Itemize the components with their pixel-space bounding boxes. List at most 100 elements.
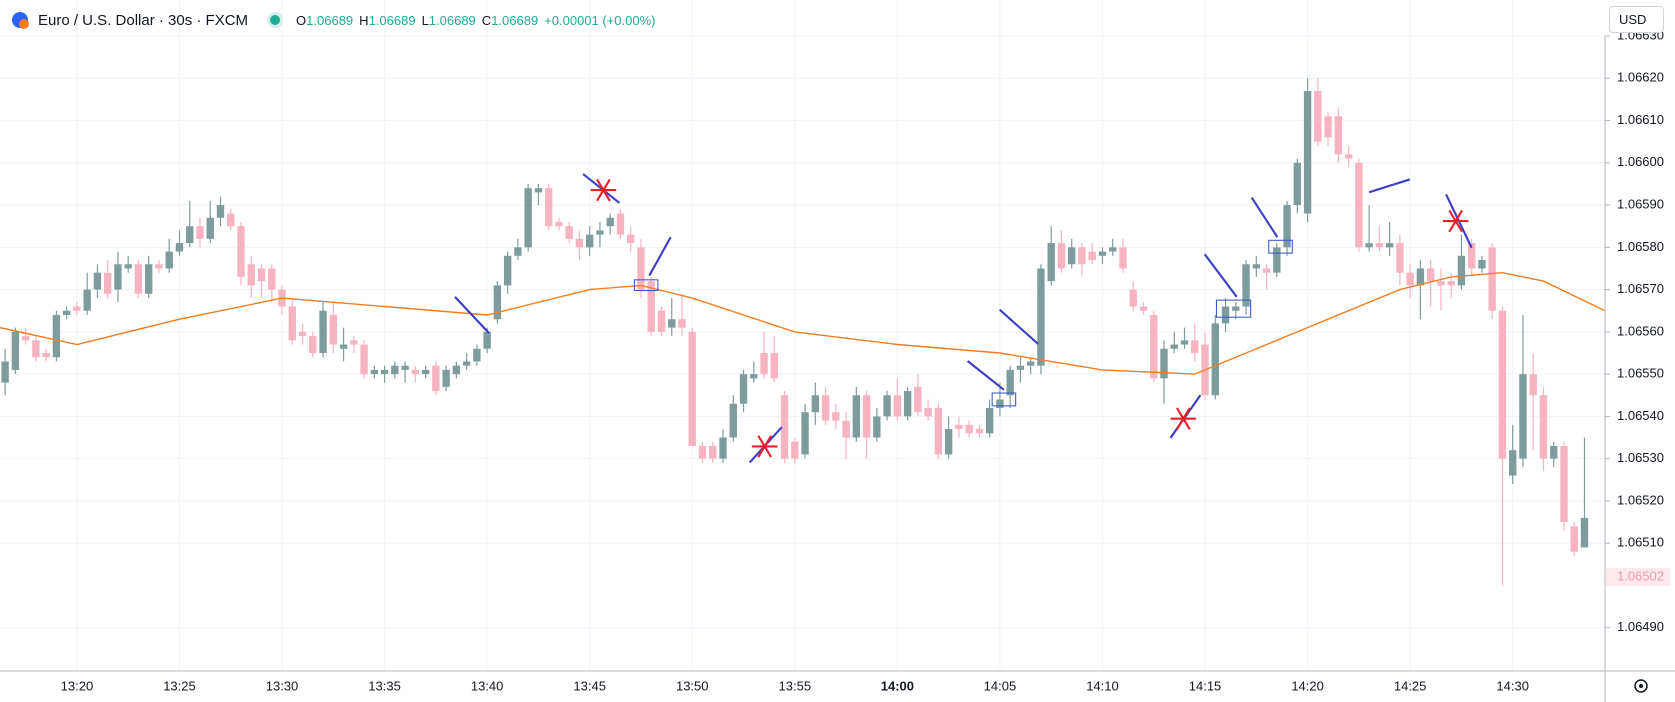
candle-body	[544, 188, 553, 227]
star-marker	[590, 178, 617, 202]
candle-body	[421, 369, 430, 375]
candle-body	[1160, 348, 1168, 379]
candle-body	[832, 412, 840, 421]
candle-body	[493, 285, 502, 320]
candle-body	[1221, 306, 1230, 324]
x-tick-label: 13:40	[471, 678, 504, 693]
candle-body	[1262, 268, 1271, 273]
candle-body	[1047, 243, 1055, 282]
drawings	[454, 173, 1473, 464]
candle-body	[134, 264, 143, 294]
candle-body	[1509, 450, 1517, 476]
candle-body	[1232, 306, 1240, 311]
candle-body	[524, 188, 532, 248]
candle-body	[514, 247, 522, 256]
candle-body	[319, 310, 327, 353]
candle-body	[442, 369, 450, 387]
market-status	[270, 15, 281, 25]
candle-body	[1078, 247, 1086, 265]
candle-body	[1283, 205, 1291, 248]
y-tick-label: 1.06600	[1617, 154, 1664, 169]
candle-body	[1191, 340, 1199, 353]
candle-body	[247, 264, 255, 286]
candle-body	[791, 441, 799, 459]
candle-body	[1057, 243, 1066, 269]
candle-body	[473, 348, 481, 362]
trend-line	[998, 308, 1039, 345]
trend-line	[648, 236, 672, 277]
candle-body	[186, 226, 194, 244]
candle-body	[288, 306, 296, 341]
candle-body	[1365, 243, 1373, 248]
legend-header: Euro / U.S. Dollar · 30s · FXCM O1.06689…	[10, 8, 662, 32]
candle-body	[821, 395, 830, 421]
candle-body	[52, 314, 61, 358]
x-tick-label: 13:35	[368, 678, 401, 693]
candle-body	[62, 310, 71, 315]
candle-body	[503, 255, 512, 286]
star-marker	[1170, 407, 1197, 430]
candle-body	[165, 251, 173, 269]
icon-circle	[19, 19, 29, 29]
candle-body	[1550, 445, 1558, 459]
candle-body	[380, 369, 389, 375]
symbol-icon	[12, 12, 29, 29]
x-tick-label: 13:55	[779, 678, 812, 693]
candle-body	[1098, 251, 1107, 256]
axes: 1.06490 1.06510 1.06520 1.06530 1.06540 1.065…	[0, 27, 1675, 702]
y-tick-label: 1.06490	[1617, 619, 1664, 634]
candle-body	[760, 353, 768, 375]
candle-body	[750, 374, 758, 379]
x-tick-label: 14:30	[1496, 678, 1529, 693]
trend-line	[454, 296, 490, 334]
candle-body	[770, 353, 778, 379]
candle-body	[257, 268, 266, 282]
candle-body	[11, 331, 20, 370]
candle-body	[1026, 361, 1035, 366]
highlight-box	[633, 279, 659, 292]
settings-icon[interactable]	[1634, 679, 1648, 693]
candle-body	[268, 268, 276, 290]
candle-body	[1119, 247, 1127, 269]
candle-body	[1396, 243, 1404, 273]
candle-body	[73, 306, 81, 311]
x-tick-label: 13:30	[266, 678, 299, 693]
candle-body	[21, 336, 30, 341]
candle-body	[893, 395, 902, 417]
candle-body	[1355, 162, 1363, 248]
star-marker	[1442, 209, 1469, 233]
ohlc-value: 1.06689	[368, 12, 416, 28]
y-tick-label: 1.06510	[1617, 535, 1664, 550]
candle-body	[934, 407, 943, 455]
ohlc-label: H	[359, 12, 369, 28]
highlight-box	[991, 392, 1017, 407]
marks	[0, 78, 1606, 586]
candle-body	[852, 395, 861, 438]
candle-body	[114, 264, 122, 290]
candle-body	[411, 369, 420, 375]
y-tick-label: 1.06590	[1617, 197, 1664, 212]
candle-body	[627, 234, 635, 244]
candle-body	[780, 395, 789, 459]
candle-body	[1139, 306, 1148, 311]
currency-button[interactable]: USD	[1609, 6, 1664, 33]
candle-body	[83, 289, 91, 311]
ohlc-label: C	[481, 12, 492, 28]
candle-body	[688, 331, 696, 446]
y-tick-label: 1.06560	[1617, 323, 1664, 338]
candle-body	[903, 391, 912, 417]
candle-body	[329, 314, 337, 345]
candle-body	[1273, 247, 1281, 273]
trend-line	[1250, 196, 1279, 238]
candle-body	[360, 344, 368, 375]
candle-body	[534, 188, 543, 193]
candle-body	[1519, 374, 1527, 459]
candle-body	[698, 445, 707, 459]
y-tick-label: 1.06620	[1617, 70, 1664, 85]
highlight-box	[1268, 239, 1293, 254]
candle-body	[1529, 374, 1537, 396]
candle-body	[155, 264, 163, 269]
candle-body	[1344, 154, 1353, 159]
candle-body	[1129, 289, 1137, 307]
candle-body	[1580, 517, 1589, 548]
